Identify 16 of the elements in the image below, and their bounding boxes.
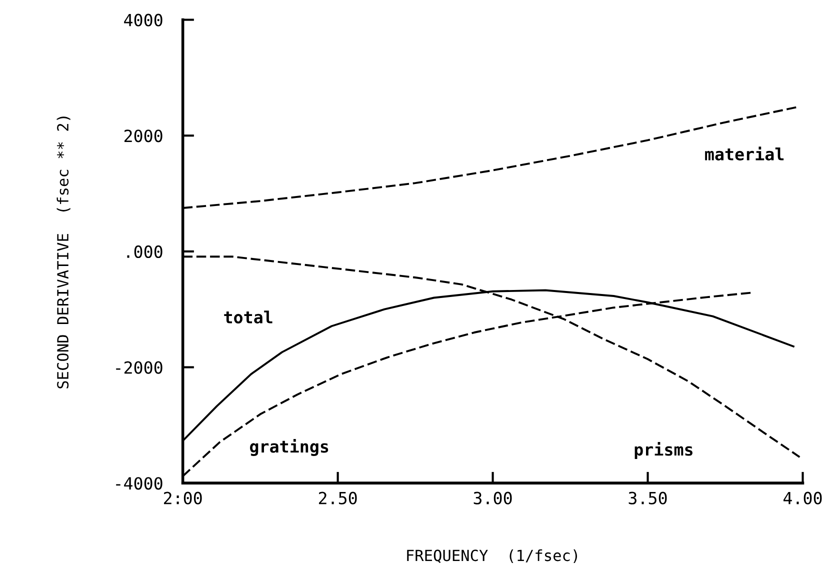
y-axis-title: SECOND DERIVATIVE (fsec ** 2) <box>56 116 70 388</box>
x-tick-label: 2.50 <box>318 492 357 504</box>
series-label: total <box>224 310 272 324</box>
text: prisms <box>634 442 692 460</box>
x-tick-label: 3.00 <box>474 492 512 504</box>
series-label: material <box>705 146 784 160</box>
y-tick-label: 2000 <box>124 130 162 142</box>
x-tick-label: 4.00 <box>784 492 822 504</box>
x-tick-label: 3.50 <box>628 492 667 504</box>
y-tick-label: -2000 <box>116 361 162 374</box>
y-tick-label: .000 <box>127 245 162 258</box>
series-label: gratings <box>250 438 328 456</box>
x-axis-title: FREQUENCY (1/fsec) <box>407 549 577 563</box>
x-tick-label: 2:00 <box>164 492 202 504</box>
y-tick-label: -4000 <box>116 477 162 490</box>
y-tick-label: 4000 <box>124 14 162 26</box>
